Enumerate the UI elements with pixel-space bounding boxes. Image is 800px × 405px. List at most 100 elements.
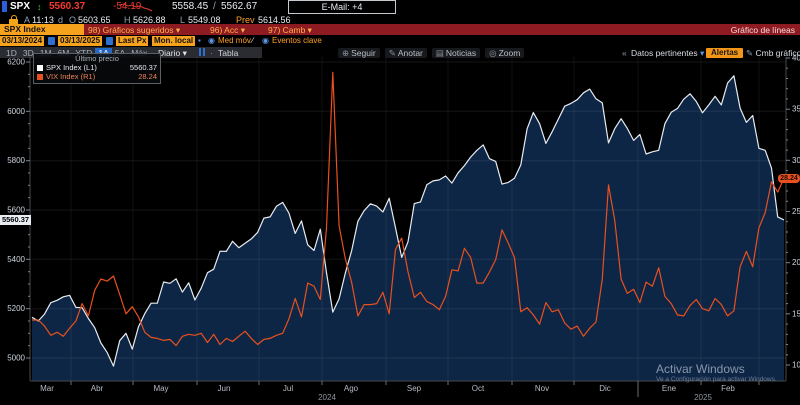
period-toolbar bbox=[0, 47, 262, 58]
bid-ask-separator: / bbox=[213, 1, 216, 12]
table-button[interactable]: Tabla bbox=[218, 48, 239, 58]
prev-value: 5614.56 bbox=[258, 15, 291, 25]
bid-price: 5558.45 bbox=[172, 1, 209, 12]
legend-row-spx: SPX Index (L1) 5560.37 bbox=[37, 63, 157, 72]
activate-windows-watermark: Activar Windows bbox=[656, 362, 745, 376]
zoom-button[interactable]: ◎ Zoom bbox=[485, 48, 525, 58]
chart-legend[interactable]: Último precio SPX Index (L1) 5560.37 VIX… bbox=[33, 53, 161, 84]
legend-value: 28.24 bbox=[138, 72, 157, 81]
last-price: 5560.37 bbox=[49, 1, 86, 12]
pencil-icon: ✎ bbox=[388, 48, 396, 58]
svg-text:Mar: Mar bbox=[40, 384, 54, 393]
legend-value: 5560.37 bbox=[129, 63, 157, 72]
svg-text:15: 15 bbox=[792, 309, 800, 318]
mov-avg-toggle[interactable]: Med móv bbox=[218, 36, 251, 45]
news-icon: ▤ bbox=[435, 48, 444, 58]
currency-dropdown[interactable]: Mon. local bbox=[152, 36, 196, 46]
svg-text:Abr: Abr bbox=[91, 384, 104, 393]
svg-text:May: May bbox=[153, 384, 168, 393]
high-label: H bbox=[124, 15, 131, 25]
price-source-dropdown[interactable]: Last Px bbox=[116, 36, 149, 46]
track-icon: ⊕ bbox=[342, 48, 350, 58]
svg-text:10: 10 bbox=[792, 361, 800, 370]
high-value: 5626.88 bbox=[133, 15, 166, 25]
price-change: -54.19 bbox=[113, 1, 142, 12]
date-from-field[interactable]: 03/13/2024 bbox=[0, 36, 45, 46]
spx-swatch-icon bbox=[37, 64, 43, 71]
separator-dot: · bbox=[210, 48, 213, 58]
chevron-left-icon: « bbox=[622, 48, 627, 58]
calendar-icon[interactable] bbox=[48, 37, 55, 45]
period-button-3d[interactable]: 3D bbox=[22, 48, 34, 58]
zoom-icon: ◎ bbox=[489, 48, 497, 58]
svg-text:Jul: Jul bbox=[283, 384, 293, 393]
swatch-icon: ▪ bbox=[198, 36, 201, 45]
alerts-button[interactable]: Alertas bbox=[706, 48, 744, 58]
svg-text:20: 20 bbox=[792, 258, 800, 267]
key-events-icon: ◉ bbox=[262, 36, 269, 45]
chart-type-title: Gráfico de líneas bbox=[730, 25, 795, 35]
activate-windows-watermark-sub: Ve a Configuración para activar Windows. bbox=[656, 376, 777, 383]
svg-text:5800: 5800 bbox=[7, 156, 25, 165]
vix-swatch-icon bbox=[37, 73, 43, 80]
legend-title: Último precio bbox=[75, 54, 119, 63]
svg-text:Jun: Jun bbox=[218, 384, 231, 393]
left-axis-price-badge: 5560.37 bbox=[0, 215, 31, 225]
chart-action-buttons: ⊕ Seguir ✎ Anotar ▤ Noticias ◎ Zoom bbox=[338, 48, 529, 58]
svg-text:2025: 2025 bbox=[694, 393, 712, 402]
svg-text:Sep: Sep bbox=[407, 384, 422, 393]
svg-text:35: 35 bbox=[792, 105, 800, 114]
svg-text:5000: 5000 bbox=[7, 354, 25, 363]
ask-price: 5562.67 bbox=[221, 1, 258, 12]
ticker-accent-bar bbox=[2, 1, 7, 12]
legend-name: VIX Index (R1) bbox=[46, 72, 96, 81]
right-axis-price-badge: 28.24 bbox=[778, 174, 800, 183]
svg-text:Ene: Ene bbox=[662, 384, 677, 393]
slash-icon: ∕ bbox=[252, 36, 254, 45]
lock-icon bbox=[9, 19, 18, 25]
open-value: 5603.65 bbox=[78, 15, 111, 25]
relevant-data-dropdown[interactable]: Datos pertinentes ▾ bbox=[631, 48, 705, 58]
svg-text:30: 30 bbox=[792, 156, 800, 165]
svg-text:Feb: Feb bbox=[721, 384, 735, 393]
svg-text:25: 25 bbox=[792, 207, 800, 216]
seguir-button[interactable]: ⊕ Seguir bbox=[338, 48, 380, 58]
ticker-symbol: SPX bbox=[10, 1, 31, 12]
menu-item[interactable]: 96) Acc ▾ bbox=[210, 25, 245, 35]
anotar-button[interactable]: ✎ Anotar bbox=[384, 48, 427, 58]
svg-text:2024: 2024 bbox=[318, 393, 336, 402]
email-notification[interactable]: E-Mail: +4 bbox=[288, 0, 396, 14]
svg-text:Ago: Ago bbox=[344, 384, 359, 393]
menu-item[interactable]: 98) Gráficos sugeridos ▾ bbox=[88, 25, 181, 35]
open-label: O bbox=[69, 15, 77, 25]
security-field[interactable]: SPX Index bbox=[0, 24, 84, 35]
price-sparkline bbox=[119, 3, 153, 12]
edit-chart-button[interactable]: ✎ Cmb gráfico bbox=[746, 48, 800, 58]
low-value: 5549.08 bbox=[188, 15, 221, 25]
low-label: L bbox=[180, 15, 186, 25]
interval-dropdown[interactable]: Diario ▾ bbox=[158, 48, 187, 58]
calendar-icon[interactable] bbox=[106, 37, 113, 45]
lock-icon-arch bbox=[11, 15, 17, 20]
menu-bar bbox=[0, 24, 800, 35]
svg-text:5200: 5200 bbox=[7, 304, 25, 313]
legend-row-vix: VIX Index (R1) 28.24 bbox=[37, 72, 157, 81]
svg-text:5400: 5400 bbox=[7, 255, 25, 264]
svg-text:6000: 6000 bbox=[7, 107, 25, 116]
chart-style-icon[interactable] bbox=[198, 48, 206, 56]
date-to-field[interactable]: 03/13/2025 bbox=[58, 36, 103, 46]
prev-label: Prev bbox=[236, 15, 255, 25]
svg-text:Dic: Dic bbox=[599, 384, 611, 393]
svg-text:5600: 5600 bbox=[7, 206, 25, 215]
delayed-flag: d bbox=[58, 15, 64, 25]
noticias-button[interactable]: ▤ Noticias bbox=[431, 48, 481, 58]
menu-item[interactable]: 97) Camb ▾ bbox=[268, 25, 312, 35]
key-events-toggle[interactable]: Eventos clave bbox=[272, 36, 322, 45]
svg-text:40: 40 bbox=[792, 54, 800, 63]
svg-text:Oct: Oct bbox=[472, 384, 485, 393]
period-button-1d[interactable]: 1D bbox=[6, 48, 17, 58]
svg-text:Nov: Nov bbox=[535, 384, 549, 393]
mov-avg-icon: ◉ bbox=[208, 36, 215, 45]
